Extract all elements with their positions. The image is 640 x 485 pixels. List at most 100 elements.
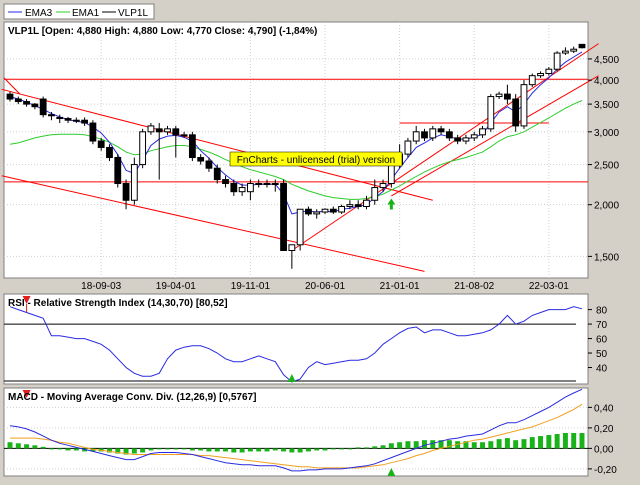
macd-histogram-bar <box>579 433 585 449</box>
candle-body <box>14 98 22 103</box>
legend-bar: EMA3 EMA1 VLP1L <box>3 3 155 20</box>
macd-histogram-bar <box>355 447 361 449</box>
macd-histogram-bar <box>363 447 369 449</box>
price-x-tick-label: 22-03-01 <box>529 281 569 292</box>
price-x-tick-label: 20-06-01 <box>305 281 345 292</box>
candle-body <box>188 134 196 159</box>
macd-histogram-bar <box>90 448 96 452</box>
macd-histogram-bar <box>181 448 187 450</box>
macd-histogram-bar <box>131 448 137 454</box>
candle-body <box>48 114 55 117</box>
macd-histogram-bar <box>446 440 452 449</box>
candle-body <box>122 183 130 201</box>
macd-histogram-bar <box>372 446 378 449</box>
candle-body <box>437 128 445 133</box>
macd-y-tick-label: 0,00 <box>594 444 614 455</box>
macd-histogram-bar <box>272 448 278 451</box>
price-y-tick-label: 1,500 <box>594 252 619 263</box>
candle-body <box>130 164 138 201</box>
macd-histogram-bar <box>223 448 229 452</box>
candle-body <box>114 157 122 185</box>
macd-histogram-bar <box>488 441 494 449</box>
price-y-tick-label: 4,000 <box>594 76 619 87</box>
candle-body <box>321 208 329 213</box>
candle-body <box>404 140 412 155</box>
macd-histogram-bar <box>554 434 560 449</box>
macd-header: MACD - Moving Average Conv. Div. (12,26,… <box>8 392 256 403</box>
candle-body <box>31 103 39 108</box>
candle-body <box>89 122 97 142</box>
candle-body <box>64 118 72 121</box>
candle-body <box>23 101 30 105</box>
rsi-y-axis: 40 50 60 70 80 <box>588 306 608 375</box>
macd-plot-area <box>3 387 589 477</box>
candle-body <box>271 183 279 186</box>
macd-histogram-bar <box>529 437 535 449</box>
candle-body <box>553 52 561 70</box>
macd-histogram-bar <box>106 448 112 453</box>
macd-histogram-bar <box>430 440 436 449</box>
candle-body <box>247 183 254 193</box>
macd-histogram-bar <box>330 448 336 450</box>
macd-signal-line <box>10 403 583 469</box>
macd-histogram-bar <box>480 442 486 449</box>
macd-histogram-bar <box>405 441 411 449</box>
candle-body <box>520 84 528 127</box>
candlesticks <box>6 43 586 269</box>
candle-body <box>238 187 246 193</box>
price-y-tick-label: 2,500 <box>594 161 619 172</box>
macd-series <box>9 388 583 472</box>
legend-ema1-label: EMA1 <box>72 8 100 19</box>
candle-body <box>255 183 263 186</box>
macd-histogram-bar <box>32 445 38 449</box>
candle-body <box>97 140 105 148</box>
short-trendline <box>3 77 21 95</box>
macd-histogram-bar <box>496 439 502 449</box>
rsi-panel: 40 50 60 70 80 RSI - Relative Strength Index… <box>3 293 608 385</box>
macd-histogram-bar <box>504 438 510 449</box>
macd-histogram-bar <box>339 448 345 450</box>
macd-histogram-bar <box>546 435 552 449</box>
candle-body <box>363 199 370 207</box>
rsi-plot-area <box>3 293 589 385</box>
macd-histogram-bar <box>571 433 577 449</box>
price-y-tick-label: 3,000 <box>594 128 619 139</box>
macd-histogram-bar <box>380 445 386 449</box>
macd-histogram-bar <box>57 448 63 450</box>
macd-histogram-bar <box>297 448 303 453</box>
macd-histogram-bar <box>322 448 328 451</box>
price-x-tick-label: 21-01-01 <box>380 281 420 292</box>
price-x-tick-label: 19-04-01 <box>156 281 196 292</box>
candle-body <box>346 204 354 207</box>
macd-histogram-bar <box>198 448 204 451</box>
rsi-line <box>9 306 583 383</box>
macd-histogram-bar <box>156 448 162 450</box>
macd-histogram-bar <box>397 442 403 449</box>
candle-body <box>445 131 453 139</box>
macd-histogram-bar <box>65 448 71 451</box>
macd-histogram-bar <box>173 448 179 450</box>
ema3-series <box>9 51 583 215</box>
candle-body <box>222 179 229 185</box>
macd-histogram-bar <box>206 448 212 452</box>
macd-histogram-bar <box>148 448 154 451</box>
candle-body <box>387 164 395 185</box>
candle-body <box>429 128 437 139</box>
candle-body <box>39 98 47 116</box>
buy-arrow-icon <box>387 198 396 205</box>
candle-body <box>379 183 387 189</box>
candle-body <box>296 208 304 246</box>
macd-y-tick-label: 0,20 <box>594 424 614 435</box>
legend-vlp1l-label: VLP1L <box>118 8 148 19</box>
candle-body <box>487 96 495 130</box>
candle-body <box>72 119 80 122</box>
macd-histogram-bar <box>513 440 519 449</box>
macd-histogram-bar <box>422 440 427 449</box>
candle-body <box>512 98 520 127</box>
candle-body <box>213 167 221 181</box>
price-x-tick-label: 18-09-03 <box>81 281 121 292</box>
macd-y-tick-label: 0,40 <box>594 403 614 414</box>
candle-body <box>470 134 478 139</box>
candle-body <box>313 211 321 215</box>
